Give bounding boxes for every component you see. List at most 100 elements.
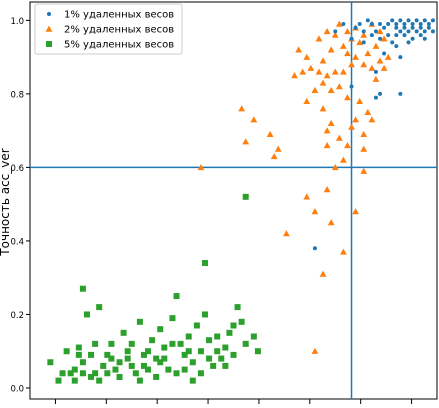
data-point	[136, 318, 143, 325]
data-point	[63, 348, 70, 355]
data-point	[108, 340, 115, 347]
data-point	[71, 366, 78, 373]
data-point	[339, 156, 347, 163]
data-point	[356, 39, 364, 46]
data-point	[349, 84, 354, 89]
series-square	[47, 193, 261, 384]
data-point	[378, 22, 383, 27]
data-point	[368, 64, 376, 71]
data-point	[406, 40, 411, 45]
data-point	[323, 141, 331, 149]
data-point	[230, 322, 237, 329]
data-point	[418, 33, 423, 38]
data-point	[55, 377, 62, 384]
data-point	[145, 366, 152, 373]
data-point	[250, 116, 258, 123]
data-point	[402, 33, 407, 38]
data-point	[238, 105, 246, 112]
data-point	[394, 25, 399, 30]
data-point	[344, 28, 351, 35]
data-point	[394, 22, 399, 27]
data-point	[348, 61, 355, 68]
data-point	[335, 134, 343, 141]
data-point	[222, 344, 229, 351]
data-point	[378, 91, 383, 96]
data-point	[372, 75, 380, 82]
data-point	[368, 116, 376, 123]
data-point	[418, 25, 423, 30]
data-point	[157, 326, 164, 333]
data-point	[364, 108, 372, 115]
data-point	[116, 373, 123, 380]
data-point	[157, 359, 164, 366]
data-point	[394, 44, 399, 49]
data-point	[104, 351, 111, 358]
plot-frame	[29, 1, 438, 400]
data-point	[426, 25, 431, 30]
data-point	[124, 355, 131, 362]
data-point	[270, 152, 278, 160]
data-point	[161, 344, 168, 351]
series-circle	[312, 18, 435, 251]
data-point	[369, 33, 374, 38]
data-point	[360, 31, 368, 38]
y-tick-label: 1.0	[10, 17, 24, 27]
data-point	[124, 348, 131, 355]
data-point	[169, 340, 176, 347]
data-point	[372, 42, 380, 49]
y-axis-label: Точность acc_ver	[0, 148, 12, 256]
data-point	[335, 83, 343, 90]
legend-label: 5% удаленных весов	[64, 40, 174, 51]
data-point	[75, 351, 82, 358]
series-triangle	[197, 20, 392, 354]
y-tick-label: 0.2	[10, 311, 24, 321]
data-point	[238, 318, 245, 325]
data-point	[333, 29, 338, 34]
data-point	[327, 219, 335, 226]
data-point	[181, 351, 188, 358]
data-point	[410, 22, 415, 27]
data-point	[165, 366, 172, 373]
data-point	[422, 29, 427, 34]
data-point	[79, 359, 86, 366]
data-point	[149, 337, 156, 344]
data-point	[193, 322, 200, 329]
data-point	[136, 377, 143, 384]
data-point	[360, 145, 368, 152]
data-point	[339, 42, 347, 49]
data-point	[303, 193, 311, 200]
data-point	[222, 362, 229, 369]
data-point	[323, 186, 331, 193]
data-point	[364, 50, 372, 57]
data-point	[92, 340, 99, 347]
data-point	[390, 40, 395, 45]
legend-marker	[46, 41, 52, 47]
data-point	[291, 72, 298, 79]
data-point	[344, 141, 351, 149]
data-point	[430, 29, 435, 34]
y-tick-label: 0.6	[10, 164, 24, 174]
data-point	[206, 337, 213, 344]
data-point	[327, 119, 335, 127]
data-point	[365, 18, 370, 23]
data-point	[79, 370, 86, 377]
data-point	[96, 304, 103, 311]
data-point	[161, 355, 168, 362]
data-point	[71, 377, 78, 384]
data-point	[303, 97, 311, 104]
data-point	[92, 370, 99, 377]
data-point	[214, 348, 221, 355]
data-point	[169, 315, 176, 322]
data-point	[197, 348, 204, 355]
data-point	[398, 91, 403, 96]
data-point	[303, 53, 311, 60]
data-point	[242, 340, 249, 347]
data-point	[206, 355, 213, 362]
data-point	[116, 359, 123, 366]
data-point	[331, 164, 339, 171]
data-point	[386, 22, 391, 27]
data-point	[88, 373, 95, 380]
data-point	[360, 167, 368, 174]
